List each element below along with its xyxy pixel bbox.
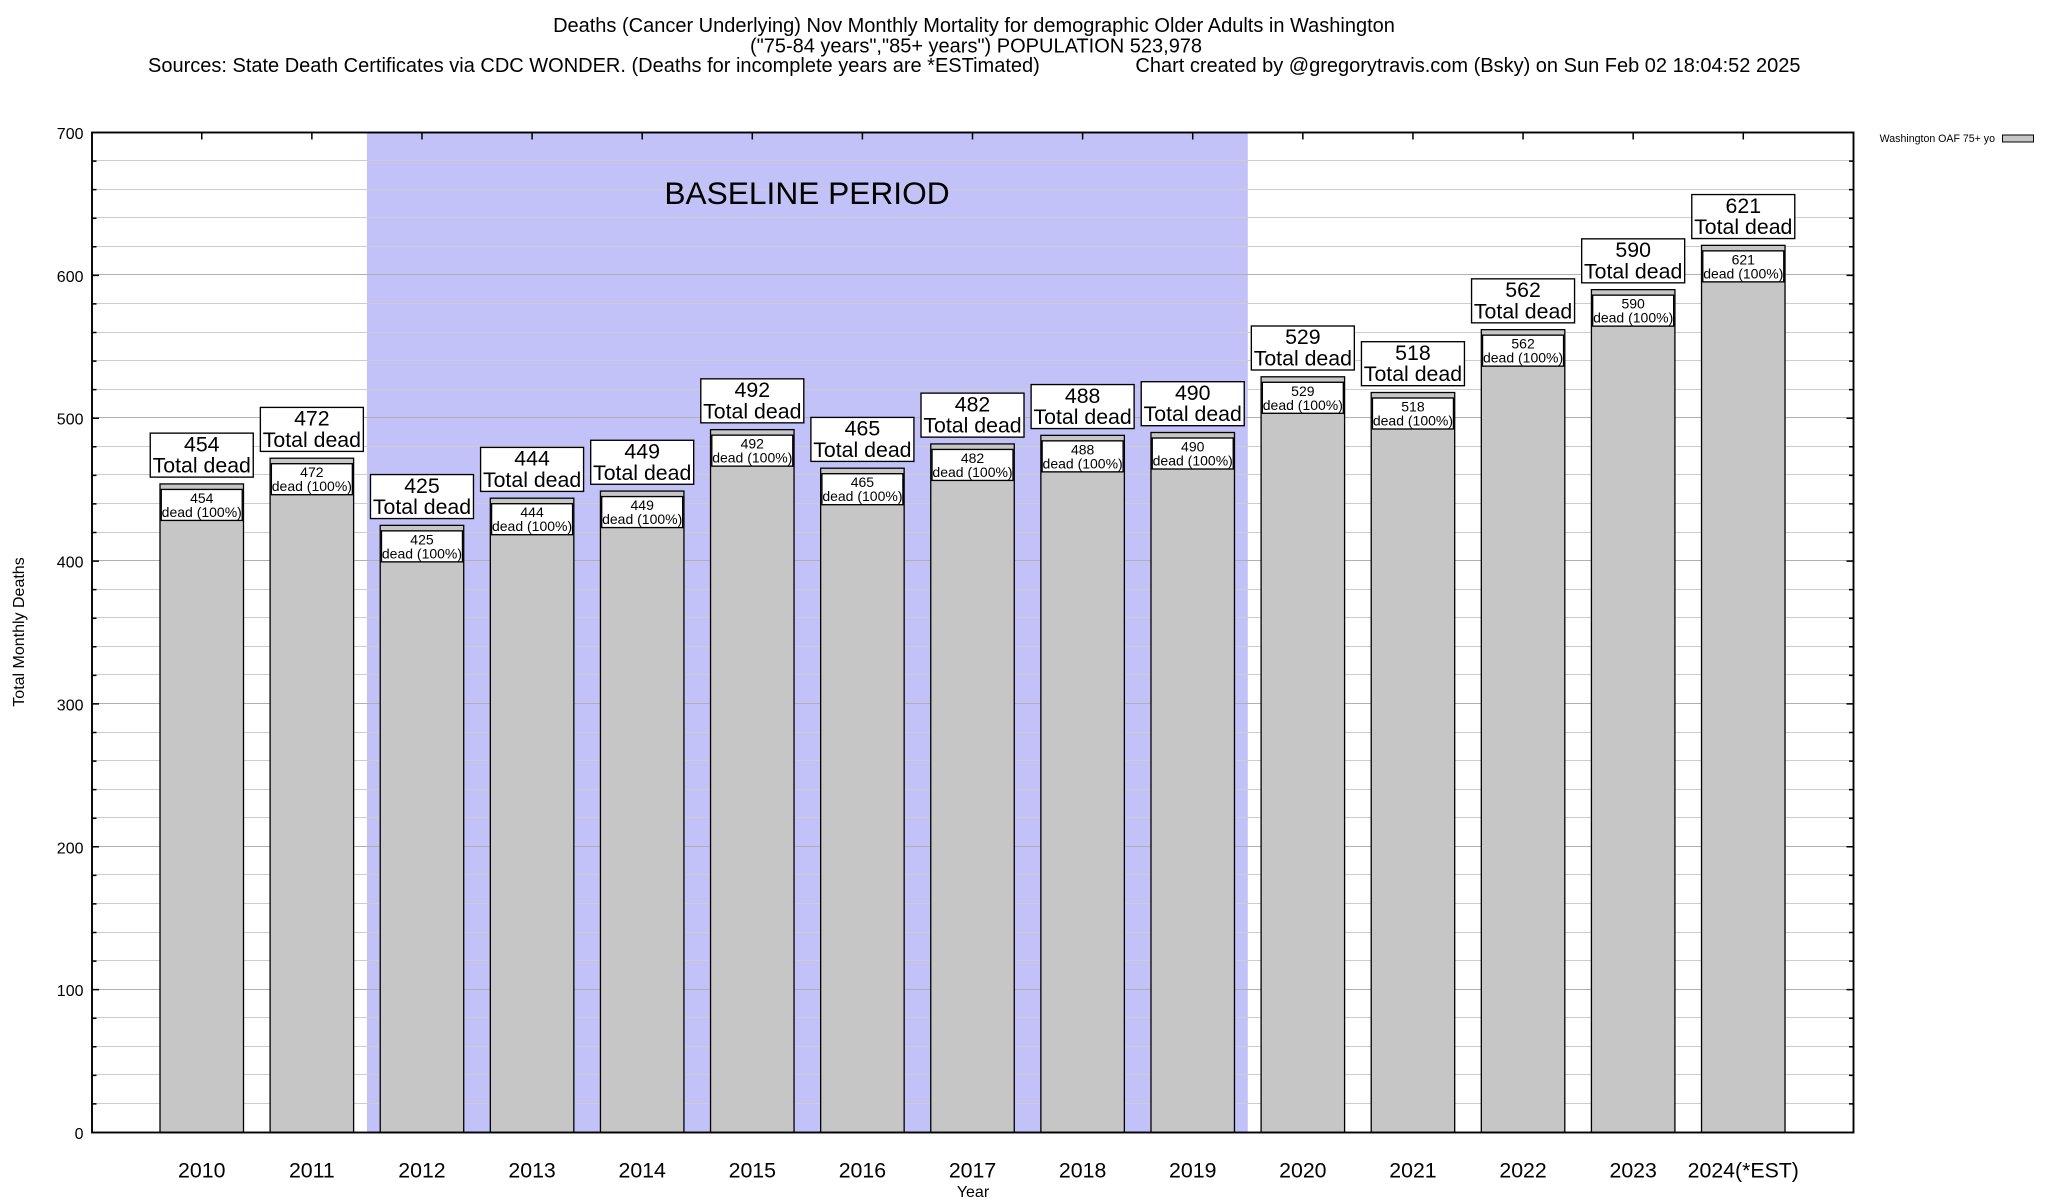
svg-text:dead (100%): dead (100%) [162,504,242,520]
svg-text:Total dead: Total dead [703,399,801,423]
svg-text:2020: 2020 [1279,1158,1327,1182]
svg-text:Total Monthly Deaths: Total Monthly Deaths [11,557,28,706]
svg-text:2017: 2017 [949,1158,996,1182]
svg-text:490: 490 [1181,439,1205,455]
svg-text:444: 444 [514,447,550,471]
svg-text:465: 465 [845,417,881,441]
svg-text:621: 621 [1732,251,1756,267]
svg-text:2024(*EST): 2024(*EST) [1688,1158,1799,1182]
svg-text:0: 0 [75,1126,84,1143]
svg-text:700: 700 [57,126,84,143]
svg-text:492: 492 [741,436,765,452]
svg-text:dead (100%): dead (100%) [382,545,462,561]
svg-text:Deaths (Cancer Underlying) Nov: Deaths (Cancer Underlying) Nov Monthly M… [553,15,1395,37]
svg-text:Total dead: Total dead [483,468,581,492]
svg-text:472: 472 [294,407,330,431]
svg-text:Total dead: Total dead [263,428,361,452]
svg-text:482: 482 [961,450,985,466]
svg-text:Total dead: Total dead [593,461,691,485]
svg-text:488: 488 [1065,384,1101,408]
svg-text:621: 621 [1726,194,1762,218]
svg-text:dead (100%): dead (100%) [602,511,682,527]
svg-text:500: 500 [57,412,84,429]
svg-text:2021: 2021 [1389,1158,1436,1182]
svg-text:Washington OAF 75+ yo: Washington OAF 75+ yo [1880,133,1995,145]
svg-text:529: 529 [1285,325,1321,349]
svg-text:300: 300 [57,697,84,714]
svg-text:465: 465 [851,474,875,490]
svg-text:492: 492 [735,378,771,402]
svg-text:425: 425 [410,531,434,547]
svg-text:562: 562 [1511,336,1535,352]
svg-text:Total dead: Total dead [1033,405,1131,429]
svg-text:dead (100%): dead (100%) [1593,310,1673,326]
svg-text:488: 488 [1071,441,1095,457]
svg-text:Total dead: Total dead [373,495,471,519]
svg-text:dead (100%): dead (100%) [712,450,792,466]
svg-text:dead (100%): dead (100%) [1373,413,1453,429]
svg-text:472: 472 [300,464,324,480]
svg-text:2011: 2011 [289,1158,335,1182]
svg-text:2014: 2014 [618,1158,666,1182]
svg-text:Year: Year [957,1184,990,1200]
svg-text:449: 449 [624,439,660,463]
svg-text:100: 100 [57,983,84,1000]
svg-text:dead (100%): dead (100%) [1263,397,1343,413]
svg-text:dead (100%): dead (100%) [1703,265,1783,281]
svg-text:562: 562 [1505,278,1541,302]
svg-text:2016: 2016 [839,1158,886,1182]
svg-text:449: 449 [631,497,655,513]
svg-text:dead (100%): dead (100%) [1483,350,1563,366]
svg-text:dead (100%): dead (100%) [932,464,1012,480]
svg-text:dead (100%): dead (100%) [492,518,572,534]
svg-text:2012: 2012 [398,1158,445,1182]
svg-text:200: 200 [57,840,84,857]
svg-text:400: 400 [57,555,84,572]
svg-text:2013: 2013 [508,1158,555,1182]
svg-text:Total dead: Total dead [1694,215,1792,239]
svg-text:2010: 2010 [178,1158,226,1182]
svg-text:Total dead: Total dead [1254,346,1352,370]
svg-text:2023: 2023 [1609,1158,1656,1182]
svg-text:Total dead: Total dead [923,414,1021,438]
svg-text:Sources: State Death Certifica: Sources: State Death Certificates via CD… [148,55,1040,77]
svg-text:2015: 2015 [729,1158,776,1182]
svg-text:490: 490 [1175,381,1211,405]
svg-text:454: 454 [184,432,220,456]
svg-text:Total dead: Total dead [1474,299,1572,323]
svg-text:518: 518 [1401,399,1425,415]
svg-text:dead (100%): dead (100%) [272,478,352,494]
svg-text:Total dead: Total dead [1364,362,1462,386]
svg-text:Chart created by @gregorytravi: Chart created by @gregorytravis.com (Bsk… [1135,55,1800,77]
svg-text:444: 444 [520,504,544,520]
svg-text:518: 518 [1395,341,1431,365]
svg-text:Total dead: Total dead [1144,402,1242,426]
svg-text:("75-84 years","85+ years") PO: ("75-84 years","85+ years") POPULATION 5… [750,35,1202,57]
svg-text:529: 529 [1291,383,1315,399]
svg-text:2018: 2018 [1059,1158,1106,1182]
svg-text:Total dead: Total dead [813,438,911,462]
svg-text:600: 600 [57,269,84,286]
svg-text:BASELINE PERIOD: BASELINE PERIOD [664,175,949,211]
svg-text:Total dead: Total dead [153,454,251,478]
svg-text:Total dead: Total dead [1584,259,1682,283]
svg-text:dead (100%): dead (100%) [822,488,902,504]
svg-text:590: 590 [1615,238,1651,262]
svg-text:454: 454 [190,490,214,506]
svg-text:425: 425 [404,474,440,498]
svg-text:2019: 2019 [1169,1158,1216,1182]
svg-text:dead (100%): dead (100%) [1043,455,1123,471]
svg-text:482: 482 [955,392,991,416]
svg-text:590: 590 [1621,296,1645,312]
svg-text:dead (100%): dead (100%) [1153,453,1233,469]
svg-text:2022: 2022 [1499,1158,1546,1182]
